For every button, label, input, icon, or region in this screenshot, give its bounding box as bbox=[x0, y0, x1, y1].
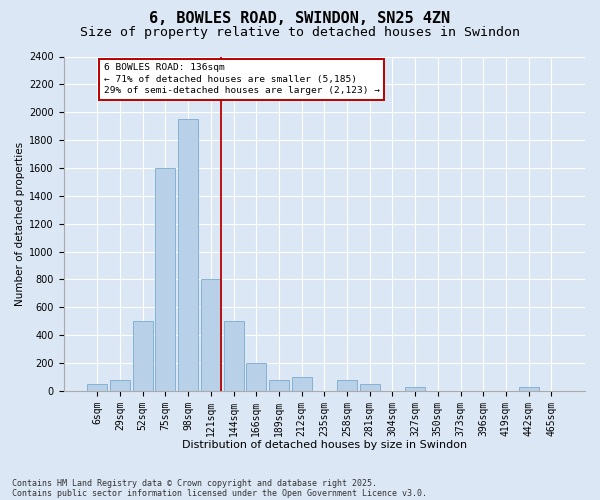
Bar bbox=[133, 321, 153, 391]
Bar bbox=[292, 377, 311, 391]
Bar bbox=[201, 280, 221, 391]
Text: Contains HM Land Registry data © Crown copyright and database right 2025.
Contai: Contains HM Land Registry data © Crown c… bbox=[12, 478, 427, 498]
Bar bbox=[246, 363, 266, 391]
Bar bbox=[518, 388, 539, 391]
Bar bbox=[337, 380, 357, 391]
Bar bbox=[110, 380, 130, 391]
Bar bbox=[155, 168, 175, 391]
Text: 6, BOWLES ROAD, SWINDON, SN25 4ZN: 6, BOWLES ROAD, SWINDON, SN25 4ZN bbox=[149, 11, 451, 26]
Bar bbox=[360, 384, 380, 391]
Bar bbox=[269, 380, 289, 391]
Text: 6 BOWLES ROAD: 136sqm
← 71% of detached houses are smaller (5,185)
29% of semi-d: 6 BOWLES ROAD: 136sqm ← 71% of detached … bbox=[104, 63, 380, 96]
Bar bbox=[405, 388, 425, 391]
X-axis label: Distribution of detached houses by size in Swindon: Distribution of detached houses by size … bbox=[182, 440, 467, 450]
Bar bbox=[224, 321, 244, 391]
Text: Size of property relative to detached houses in Swindon: Size of property relative to detached ho… bbox=[80, 26, 520, 39]
Bar bbox=[88, 384, 107, 391]
Bar bbox=[178, 119, 198, 391]
Y-axis label: Number of detached properties: Number of detached properties bbox=[15, 142, 25, 306]
